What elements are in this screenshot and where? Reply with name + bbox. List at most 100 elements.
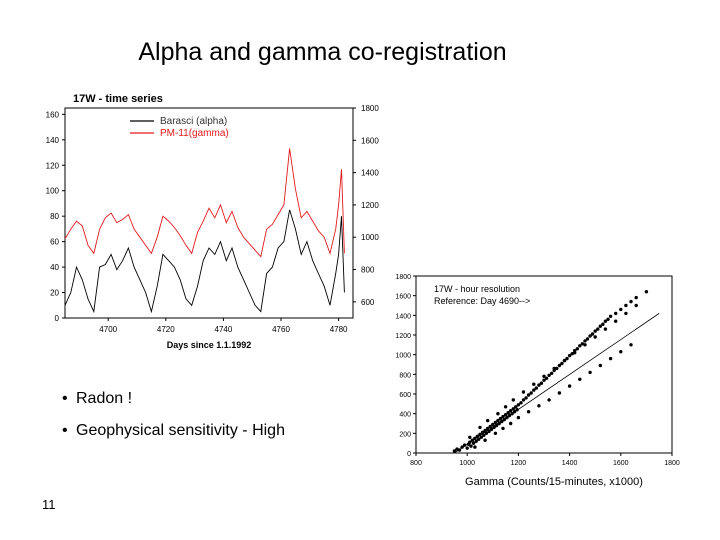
ts-x-tick-label: 4740: [215, 325, 233, 334]
sc-data-point: [606, 317, 610, 321]
sc-data-point: [516, 403, 521, 407]
ts-x-tick-label: 4780: [330, 325, 348, 334]
sc-data-point: [593, 335, 597, 339]
ts-left-tick-label: 0: [55, 314, 60, 323]
ts-legend-label: PM-11(gamma): [160, 128, 229, 139]
sc-y-tick-label: 0: [407, 451, 411, 458]
sc-data-point: [503, 413, 508, 417]
sc-x-tick-label: 800: [410, 460, 422, 467]
sc-data-point: [557, 363, 562, 368]
sc-data-point: [550, 371, 554, 375]
sc-data-point: [507, 413, 512, 418]
ts-left-tick-label: 140: [46, 136, 60, 145]
sc-data-point: [496, 418, 500, 423]
sc-data-point: [488, 424, 492, 429]
ts-left-tick-label: 160: [46, 110, 60, 119]
sc-data-point: [487, 429, 491, 434]
sc-data-point: [514, 405, 518, 409]
sc-data-point: [544, 376, 549, 380]
sc-data-point: [601, 322, 605, 326]
sc-data-point: [468, 440, 472, 444]
sc-y-tick-label: 1800: [395, 274, 411, 281]
sc-data-point: [583, 343, 587, 347]
sc-data-point: [624, 311, 628, 316]
sc-data-point: [532, 382, 536, 386]
sc-data-point: [555, 366, 559, 371]
sc-data-point: [547, 373, 551, 377]
sc-data-point: [473, 436, 477, 440]
sc-data-point: [460, 445, 464, 449]
sc-data-point: [614, 311, 618, 316]
ts-right-tick-label: 1000: [361, 233, 379, 242]
ts-legend-label: Barasci (alpha): [160, 116, 227, 127]
sc-data-point: [509, 409, 513, 413]
sc-data-point: [521, 398, 526, 402]
sc-data-point: [519, 401, 523, 405]
sc-data-point: [524, 396, 528, 400]
sc-data-point: [470, 438, 474, 442]
sc-data-point: [537, 404, 541, 408]
sc-data-point: [603, 327, 608, 331]
sc-data-point: [503, 405, 508, 409]
sc-data-point: [493, 420, 498, 425]
sc-data-point: [475, 434, 480, 438]
sc-data-point: [497, 421, 501, 426]
ts-series-alpha-line: [64, 209, 345, 314]
ts-x-tick-label: 4720: [157, 325, 175, 334]
sc-y-tick-label: 1200: [395, 333, 411, 340]
sc-data-point: [529, 391, 533, 395]
sc-data-point: [557, 391, 562, 395]
sc-y-tick-label: 1400: [395, 313, 411, 320]
sc-x-tick-label: 1200: [511, 460, 527, 467]
sc-data-point: [526, 410, 531, 414]
ts-left-tick-label: 80: [50, 212, 59, 221]
sc-data-point: [573, 351, 577, 355]
sc-data-point: [603, 319, 608, 323]
sc-data-point: [608, 356, 613, 361]
sc-data-point: [484, 431, 489, 435]
bullet-list: Radon ! Geophysical sensitivity - High: [62, 390, 285, 454]
sc-y-tick-label: 1600: [395, 294, 411, 301]
sc-data-point: [468, 435, 472, 439]
sc-plot-frame: [415, 275, 673, 454]
sc-y-tick-label: 800: [399, 372, 411, 379]
sc-data-point: [465, 446, 469, 450]
bullet-item-geophysical: Geophysical sensitivity - High: [62, 422, 285, 440]
sc-data-point: [509, 421, 513, 426]
sc-data-point: [479, 435, 483, 439]
sc-data-point: [478, 425, 482, 430]
sc-data-point: [469, 444, 473, 448]
sc-data-point: [501, 426, 505, 431]
ts-series-gamma-line: [64, 148, 345, 258]
sc-data-point: [516, 415, 521, 420]
ts-x-tick-label: 4700: [99, 325, 117, 334]
sc-data-point: [498, 416, 503, 421]
sc-data-point: [598, 363, 602, 368]
ts-right-tick-label: 600: [361, 298, 375, 307]
sc-data-point: [588, 334, 592, 338]
ts-right-tick-label: 1400: [361, 169, 379, 178]
sc-data-point: [512, 410, 517, 414]
sc-data-point: [494, 423, 499, 428]
sc-data-point: [629, 343, 633, 347]
sc-data-point: [532, 388, 536, 392]
sc-data-point: [619, 307, 623, 312]
sc-x-tick-label: 1600: [613, 460, 629, 467]
sc-data-point: [614, 319, 618, 323]
sc-data-point: [474, 439, 478, 443]
time-series-chart: 17W - time series 0 20 40 60 80 100 120 140 160 60…: [46, 93, 380, 350]
sc-data-point: [560, 361, 564, 366]
sc-x-tick-label: 1400: [562, 460, 578, 467]
sc-data-point: [492, 425, 496, 430]
sc-data-point: [496, 412, 500, 416]
ts-right-tick-label: 1600: [361, 136, 379, 145]
sc-data-point: [480, 430, 485, 434]
sc-data-point: [462, 443, 467, 447]
sc-data-point: [585, 337, 590, 341]
sc-data-point: [619, 350, 623, 354]
sc-data-point: [486, 418, 490, 423]
ts-right-tick-label: 1200: [361, 201, 379, 210]
sc-data-point: [506, 411, 510, 415]
ts-left-tick-label: 20: [50, 289, 59, 298]
sc-data-point: [500, 419, 504, 424]
